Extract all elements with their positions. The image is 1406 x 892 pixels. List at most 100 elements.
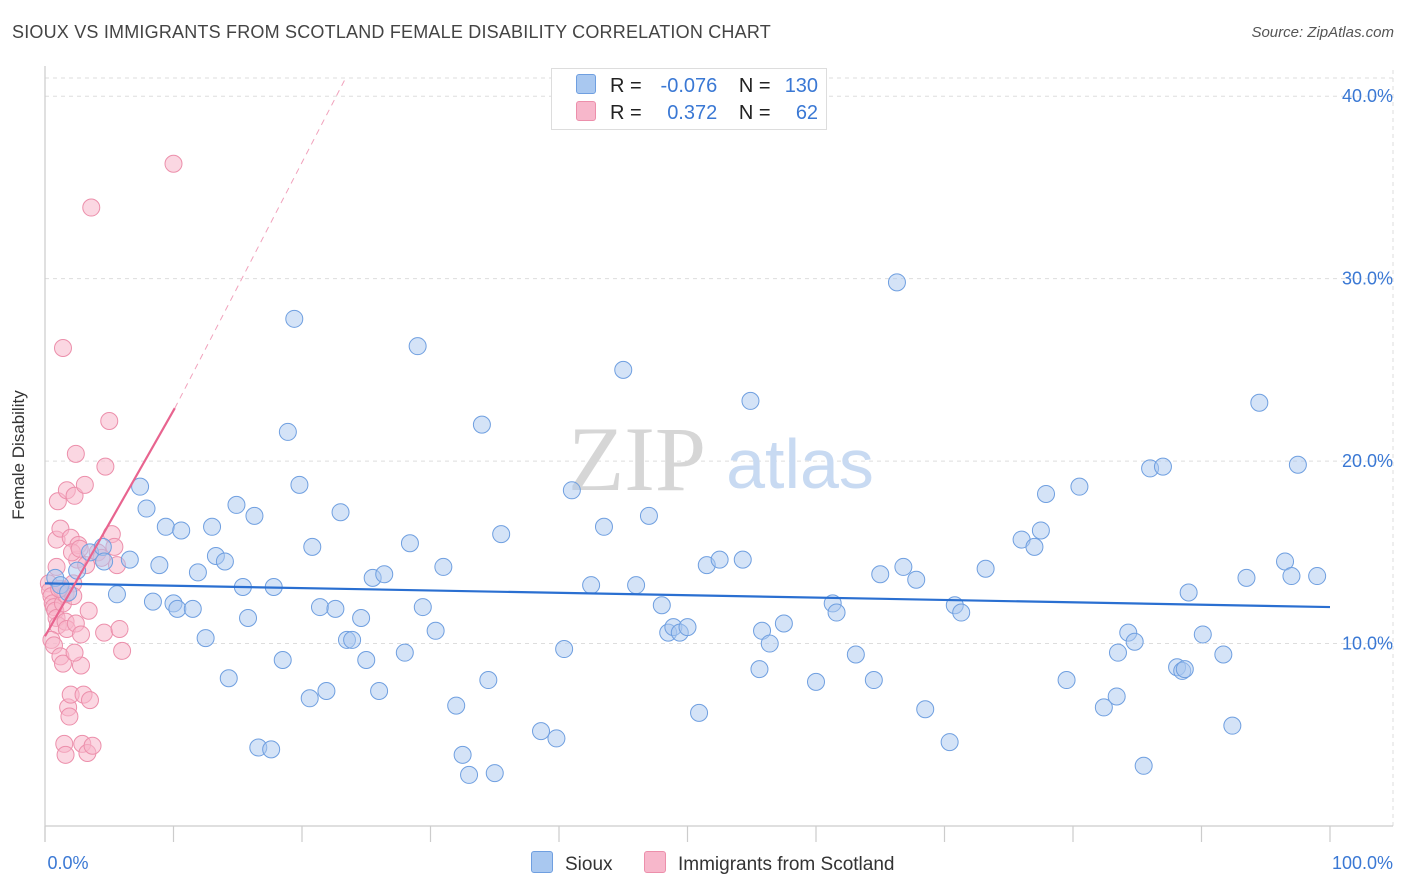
sioux-point	[290, 475, 309, 494]
y-tick-label-30: 30.0%	[1342, 269, 1393, 289]
sioux-point	[310, 598, 329, 617]
sioux-point	[1037, 484, 1056, 503]
sioux-point	[492, 525, 511, 544]
sioux-point	[370, 681, 389, 700]
scotland-point	[164, 154, 183, 173]
sioux-point	[887, 273, 906, 292]
scotland-point	[65, 486, 84, 505]
sioux-point	[227, 495, 246, 514]
legend-n-label: N =	[738, 75, 771, 97]
sioux-point	[143, 592, 162, 611]
sioux-point	[352, 609, 371, 628]
sioux-trend-line	[44, 582, 1331, 609]
chart-title: SIOUX VS IMMIGRANTS FROM SCOTLAND FEMALE…	[12, 22, 771, 42]
sioux-point	[413, 598, 432, 617]
sioux-point	[976, 559, 995, 578]
sioux-point	[846, 645, 865, 664]
bottom-legend-swatch-scotland	[644, 851, 666, 873]
sioux-point	[262, 740, 281, 759]
scotland-point	[80, 691, 99, 710]
bottom-legend-sioux: Sioux	[531, 851, 613, 876]
sioux-point	[131, 477, 150, 496]
sioux-point	[245, 506, 264, 525]
sioux-point	[678, 618, 697, 637]
scotland-point	[60, 707, 79, 726]
sioux-point	[472, 415, 491, 434]
sioux-point	[1025, 537, 1044, 556]
sioux-point	[916, 700, 935, 719]
scotland-point	[113, 641, 132, 660]
sioux-point	[375, 565, 394, 584]
sioux-point	[239, 609, 258, 628]
sioux-point	[774, 614, 793, 633]
sioux-point	[395, 643, 414, 662]
sioux-point	[1134, 756, 1153, 775]
sioux-point	[940, 733, 959, 752]
scotland-trend-line	[44, 407, 176, 637]
sioux-point	[1031, 521, 1050, 540]
sioux-point	[188, 563, 207, 582]
y-tick-label-40: 40.0%	[1342, 86, 1393, 106]
series-sioux-points	[46, 273, 1327, 784]
bottom-legend-scotland: Immigrants from Scotland	[644, 851, 894, 876]
bottom-legend-label-sioux: Sioux	[565, 854, 613, 875]
sioux-point	[1094, 698, 1113, 717]
sioux-point	[1193, 625, 1212, 644]
sioux-point	[278, 422, 297, 441]
sioux-point	[1179, 583, 1198, 602]
sioux-point	[1223, 716, 1242, 735]
scotland-point	[65, 643, 84, 662]
scotland-point	[100, 411, 119, 430]
sioux-point	[95, 552, 114, 571]
scotland-point	[79, 601, 98, 620]
legend-swatch-scotland	[576, 101, 596, 121]
sioux-point	[460, 765, 479, 784]
sioux-point	[710, 550, 729, 569]
sioux-point	[168, 599, 187, 618]
sioux-point	[426, 621, 445, 640]
sioux-point	[285, 309, 304, 328]
scotland-point	[71, 625, 90, 644]
sioux-point	[326, 599, 345, 618]
y-tick-label-10: 10.0%	[1342, 634, 1393, 654]
legend-n-label: N =	[738, 102, 771, 124]
bottom-legend-label-scotland: Immigrants from Scotland	[678, 854, 895, 875]
sioux-point	[750, 660, 769, 679]
sioux-point	[639, 506, 658, 525]
sioux-point	[1214, 645, 1233, 664]
y-tick-label-20: 20.0%	[1342, 451, 1393, 471]
watermark-atlas: atlas	[726, 425, 874, 503]
legend-r-label: R =	[610, 75, 642, 97]
sioux-point	[137, 499, 156, 518]
sioux-point	[215, 552, 234, 571]
sioux-point	[219, 669, 238, 688]
scotland-point	[83, 736, 102, 755]
sioux-point	[485, 764, 504, 783]
scotland-point	[75, 475, 94, 494]
trend-lines	[44, 77, 1331, 637]
legend-n-value-scotland: 62	[795, 102, 819, 124]
x-tick-label-min: 0.0%	[47, 853, 88, 873]
scotland-point	[82, 198, 101, 217]
sioux-point	[357, 650, 376, 669]
sioux-point	[555, 640, 574, 659]
correlation-legend: R = -0.076 N = 130 R = 0.372 N = 62	[551, 68, 827, 130]
sioux-point	[864, 671, 883, 690]
sioux-point	[317, 681, 336, 700]
sioux-point	[400, 534, 419, 553]
sioux-point	[547, 729, 566, 748]
sioux-point	[156, 517, 175, 536]
source-label: Source: ZipAtlas.com	[1251, 24, 1394, 41]
sioux-point	[120, 550, 139, 569]
sioux-point	[1237, 568, 1256, 587]
sioux-point	[907, 570, 926, 589]
sioux-point	[453, 745, 472, 764]
sioux-point	[183, 599, 202, 618]
scotland-point	[95, 623, 114, 642]
sioux-point	[408, 337, 427, 356]
sioux-point	[894, 557, 913, 576]
scotland-point	[56, 745, 75, 764]
sioux-point	[614, 360, 633, 379]
sioux-point	[1070, 477, 1089, 496]
